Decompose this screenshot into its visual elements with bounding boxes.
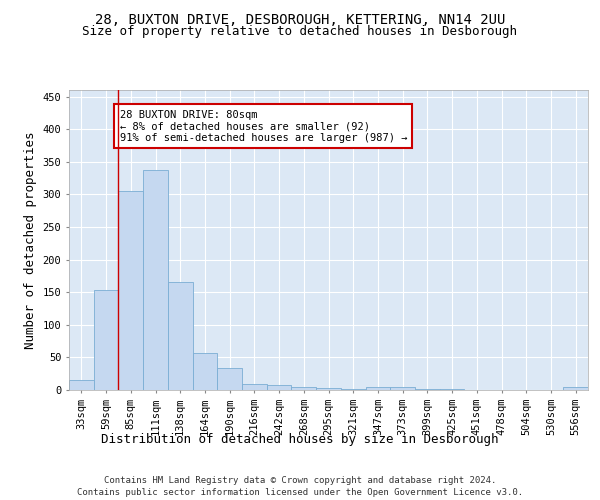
Bar (390, 386, 415, 390)
Text: Contains public sector information licensed under the Open Government Licence v3: Contains public sector information licen… (77, 488, 523, 497)
Bar (292, 386, 316, 390)
Y-axis label: Number of detached properties: Number of detached properties (24, 131, 37, 349)
Bar (316, 388, 341, 390)
Bar (94, 290, 118, 390)
Bar (563, 388, 588, 390)
Bar (118, 191, 143, 390)
Bar (267, 385, 292, 390)
Bar (242, 384, 267, 390)
Bar (365, 386, 390, 390)
Bar (217, 368, 242, 390)
Bar (168, 282, 193, 390)
Text: Contains HM Land Registry data © Crown copyright and database right 2024.: Contains HM Land Registry data © Crown c… (104, 476, 496, 485)
Bar (193, 353, 217, 390)
Text: Distribution of detached houses by size in Desborough: Distribution of detached houses by size … (101, 432, 499, 446)
Text: 28, BUXTON DRIVE, DESBOROUGH, KETTERING, NN14 2UU: 28, BUXTON DRIVE, DESBOROUGH, KETTERING,… (95, 12, 505, 26)
Bar (415, 388, 440, 390)
Text: 28 BUXTON DRIVE: 80sqm
← 8% of detached houses are smaller (92)
91% of semi-deta: 28 BUXTON DRIVE: 80sqm ← 8% of detached … (119, 110, 407, 143)
Text: Size of property relative to detached houses in Desborough: Size of property relative to detached ho… (83, 25, 517, 38)
Bar (69, 380, 94, 390)
Bar (143, 170, 168, 390)
